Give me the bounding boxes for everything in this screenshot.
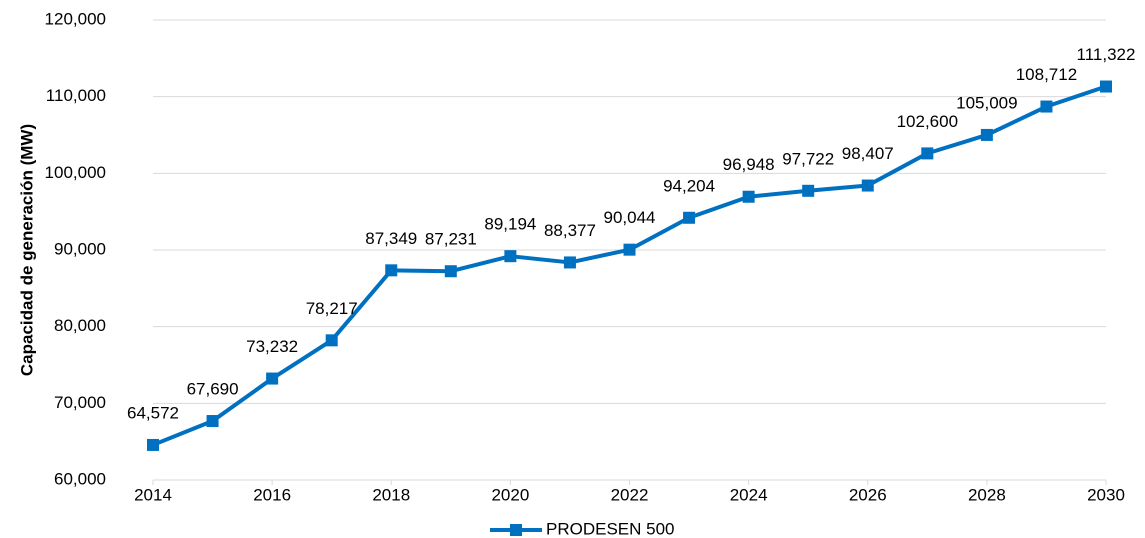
y-tick-label: 80,000 — [54, 316, 106, 335]
legend-label: PRODESEN 500 — [546, 519, 675, 538]
data-label: 98,407 — [842, 144, 894, 163]
y-tick-label: 120,000 — [45, 9, 106, 28]
x-tick-label: 2026 — [849, 485, 887, 504]
x-tick-label: 2020 — [491, 485, 529, 504]
data-label: 108,712 — [1016, 65, 1077, 84]
data-label: 94,204 — [663, 176, 715, 195]
data-label: 87,349 — [365, 229, 417, 248]
marker — [623, 243, 636, 256]
line — [152, 84, 1107, 447]
y-tick-label: 60,000 — [54, 469, 106, 488]
x-tick-label: 2014 — [134, 485, 172, 504]
data-label: 96,948 — [723, 155, 775, 174]
data-label: 97,722 — [782, 149, 834, 168]
marker — [742, 190, 755, 203]
marker — [563, 256, 576, 269]
y-tick-label: 70,000 — [54, 393, 106, 412]
data-label: 87,231 — [425, 230, 477, 249]
x-tick-label: 2018 — [372, 485, 410, 504]
data-label: 88,377 — [544, 221, 596, 240]
data-label: 89,194 — [484, 215, 536, 234]
data-label: 90,044 — [604, 208, 656, 227]
data-label: 64,572 — [127, 403, 179, 422]
y-tick-label: 90,000 — [54, 239, 106, 258]
y-tick-label: 110,000 — [46, 86, 106, 105]
x-tick-label: 2022 — [611, 485, 649, 504]
marker — [1100, 80, 1112, 93]
marker — [385, 264, 398, 277]
x-tick-label: 2016 — [253, 485, 291, 504]
y-axis-label: Capacidad de generación (MW) — [17, 124, 36, 376]
marker — [325, 334, 338, 347]
y-tick-label: 100,000 — [45, 163, 106, 182]
x-tick-label: 2028 — [968, 485, 1006, 504]
marker — [980, 128, 993, 141]
data-label: 67,690 — [187, 380, 239, 399]
data-label: 105,009 — [956, 93, 1017, 112]
marker — [444, 265, 457, 278]
marker — [147, 438, 159, 451]
data-label: 78,217 — [306, 299, 358, 318]
data-label: 102,600 — [897, 112, 958, 131]
marker — [683, 211, 696, 224]
x-tick-label: 2030 — [1087, 485, 1125, 504]
marker — [921, 147, 934, 160]
marker — [504, 250, 517, 263]
marker — [206, 415, 219, 428]
x-tick-label: 2024 — [730, 485, 768, 504]
marker — [802, 184, 815, 197]
data-label: 111,322 — [1077, 45, 1136, 64]
marker — [861, 179, 874, 192]
data-label: 73,232 — [246, 337, 298, 356]
legend-marker — [510, 524, 522, 536]
marker — [1040, 100, 1053, 113]
marker — [266, 372, 279, 385]
